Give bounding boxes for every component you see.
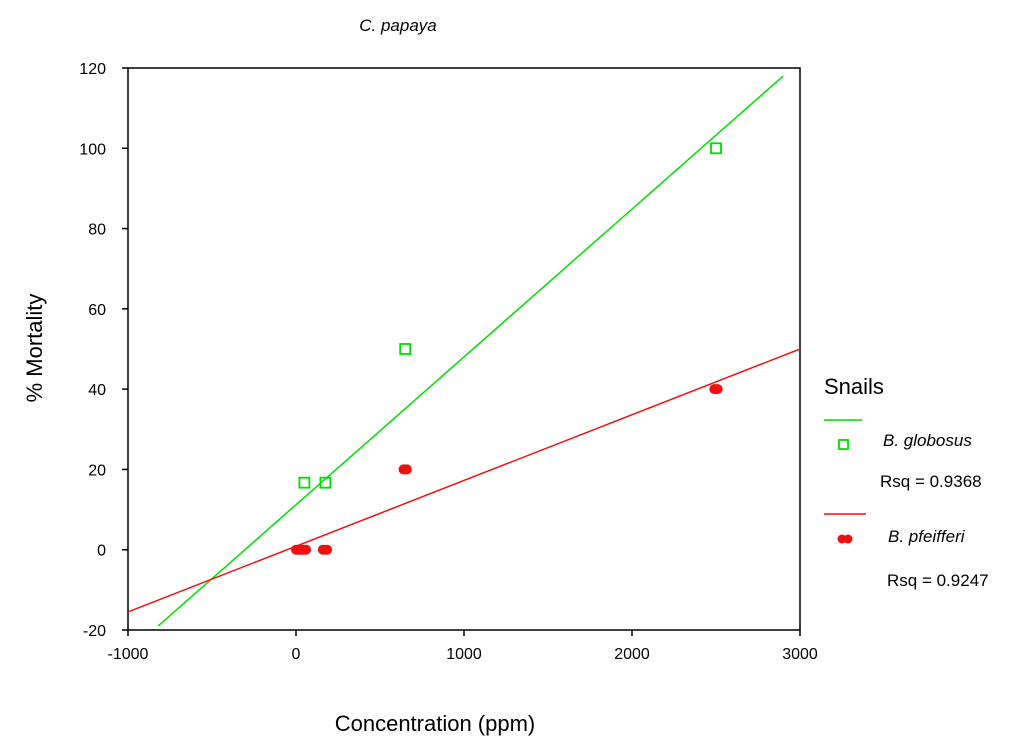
x-axis: -1000 0 1000 2000 3000 [108, 630, 818, 663]
x-tick-label: 3000 [782, 646, 818, 663]
data-point [401, 464, 412, 475]
y-axis-title: % Mortality [22, 294, 47, 403]
legend-label-b-pfeifferi: B. pfeifferi [888, 527, 966, 546]
data-point [712, 384, 723, 395]
y-tick-label: 60 [88, 302, 106, 319]
data-point [322, 544, 333, 555]
y-tick-label: 20 [88, 462, 106, 479]
x-tick-label: 1000 [446, 646, 482, 663]
y-tick-label: 0 [97, 543, 106, 560]
y-tick-label: 80 [88, 222, 106, 239]
series-b-pfeifferi [127, 348, 801, 613]
chart-title: C. papaya [359, 16, 437, 35]
fit-line-b-globosus [157, 75, 784, 627]
legend-rsq-b-globosus: Rsq = 0.9368 [880, 472, 982, 491]
x-tick-label: 2000 [614, 646, 650, 663]
legend-title: Snails [824, 374, 884, 399]
y-tick-label: -20 [83, 623, 106, 640]
legend: Snails B. globosus Rsq = 0.9368 B. pfeif… [824, 374, 989, 590]
data-point [319, 476, 332, 489]
x-axis-title: Concentration (ppm) [335, 711, 536, 736]
fit-line-b-pfeifferi [127, 348, 801, 613]
legend-marker-b-globosus [838, 439, 849, 450]
y-axis: -20 0 20 40 60 80 100 120 [79, 61, 128, 640]
legend-label-b-globosus: B. globosus [883, 431, 972, 450]
y-tick-label: 120 [79, 61, 106, 78]
y-tick-label: 100 [79, 141, 106, 158]
x-tick-label: 0 [292, 646, 301, 663]
series-b-globosus [157, 75, 784, 627]
series-layer [127, 75, 801, 627]
data-point [301, 544, 312, 555]
data-point [710, 142, 722, 155]
x-tick-label: -1000 [108, 646, 149, 663]
legend-marker-b-pfeifferi [837, 534, 853, 544]
y-tick-label: 40 [88, 382, 106, 399]
data-point [399, 343, 412, 355]
data-point [298, 476, 311, 489]
plot-area-frame [127, 67, 801, 631]
legend-rsq-b-pfeifferi: Rsq = 0.9247 [887, 571, 989, 590]
